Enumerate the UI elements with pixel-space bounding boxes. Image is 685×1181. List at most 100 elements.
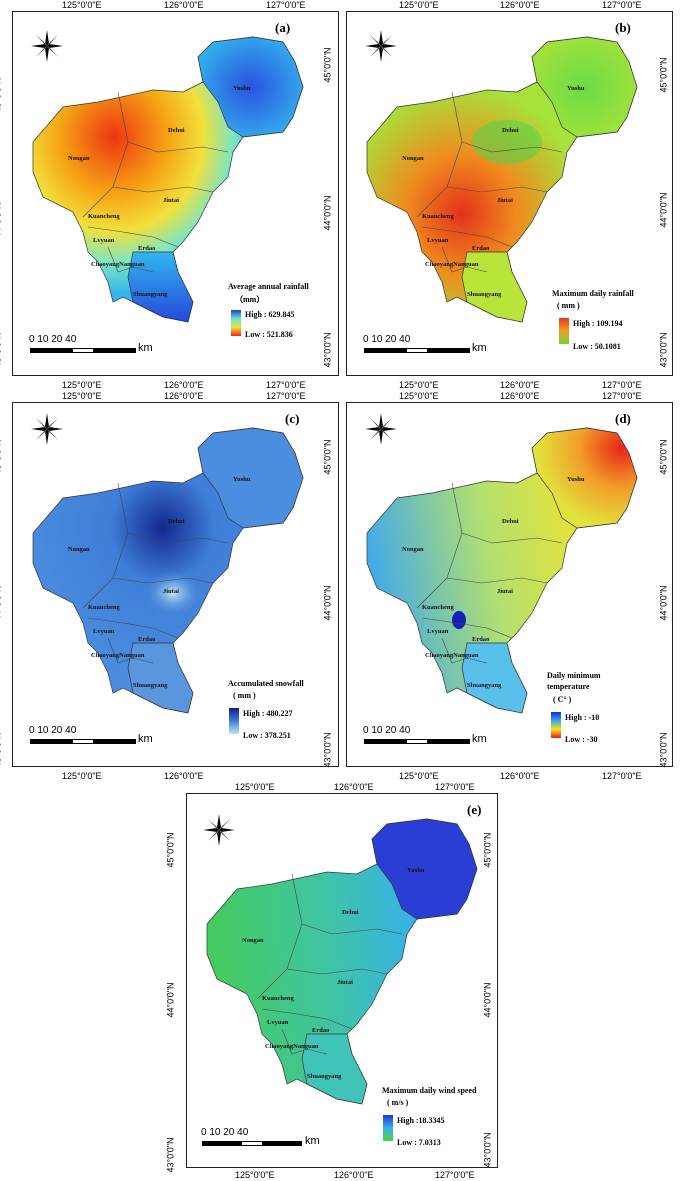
place-chaoyang-nanguan: ChaoyangNanguan [91, 261, 145, 268]
place-nongan: Nongan [242, 937, 264, 944]
legend-high: High : 109.194 [573, 319, 623, 328]
panel-label: (c) [285, 411, 300, 426]
lon-tick-d-top-126: 126°0'0"E [500, 391, 540, 401]
lat-tick-d-right-43: 43°0'0"N [658, 732, 669, 768]
legend-color-ramp [229, 708, 239, 734]
map-c: Nongan Dehui Yushu Jiutai Kuancheng Lvyu… [32, 427, 304, 714]
lon-tick-d-bottom-125: 125°0'0"E [399, 771, 439, 781]
lat-tick-d-right-45: 45°0'0"N [658, 439, 669, 475]
place-jiutai: Jiutai [337, 979, 353, 986]
legend-high: High : 629.845 [245, 310, 295, 319]
compass-rose-icon [365, 30, 397, 62]
lat-tick-e-right-43: 43°0'0"N [482, 1132, 493, 1168]
lat-tick-c-44: 44°0'0"N [0, 585, 3, 621]
place-lvyuan: Lvyuan [427, 628, 449, 635]
lon-tick-b-top-127: 127°0'0"E [602, 0, 642, 10]
legend-title: Accumulated snowfall [228, 679, 304, 688]
panel-label: (d) [615, 411, 631, 426]
place-dehui: Dehui [168, 518, 185, 525]
legend-color-ramp [559, 318, 569, 344]
lon-tick-a-bottom-125: 125°0'0"E [62, 380, 102, 390]
lon-tick-a-bottom-127: 127°0'0"E [266, 380, 306, 390]
legend-high: High :18.3345 [397, 1116, 445, 1125]
lat-tick-d-right-44: 44°0'0"N [658, 585, 669, 621]
lat-tick-e-43: 43°0'0"N [165, 1137, 176, 1173]
place-shuangyang: Shuangyang [467, 291, 502, 298]
scale-numbers: 0 10 20 40 [29, 725, 77, 736]
scale-numbers: 0 10 20 40 [363, 725, 411, 736]
map-e: Nongan Dehui Yushu Jiutai Kuancheng Lvyu… [206, 818, 478, 1105]
lat-tick-b-45: 45°0'0"N [322, 47, 333, 83]
place-erdao: Erdao [312, 1027, 329, 1034]
scale-bar [202, 1141, 302, 1146]
lon-tick-e-bottom-127: 127°0'0"E [435, 1170, 475, 1180]
scale-unit: km [305, 1135, 320, 1147]
place-kuancheng: Kuancheng [88, 604, 121, 611]
lon-tick-d-top-125: 125°0'0"E [399, 391, 439, 401]
lon-tick-a-top-127: 127°0'0"E [266, 0, 306, 10]
region-south [127, 251, 194, 323]
compass-rose-icon [203, 814, 235, 846]
place-kuancheng: Kuancheng [262, 995, 295, 1002]
place-dehui: Dehui [502, 127, 519, 134]
lon-tick-c-bottom-125: 125°0'0"E [62, 771, 102, 781]
place-yushu: Yushu [233, 476, 251, 483]
place-yushu: Yushu [407, 867, 425, 874]
scale-bar [364, 348, 470, 353]
scale-unit: km [138, 733, 153, 745]
place-dehui: Dehui [502, 518, 519, 525]
place-chaoyang-nanguan: ChaoyangNanguan [425, 261, 479, 268]
lon-tick-c-top-125: 125°0'0"E [62, 391, 102, 401]
map-panel-a: Nongan Dehui Yushu Jiutai Kuancheng Lvyu… [12, 11, 339, 376]
place-jiutai: Jiutai [497, 197, 513, 204]
lon-tick-e-top-125: 125°0'0"E [235, 782, 275, 792]
place-yushu: Yushu [233, 85, 251, 92]
legend-unit: ( C° ) [553, 695, 572, 704]
legend-unit: （mm） [235, 295, 265, 304]
place-shuangyang: Shuangyang [133, 291, 168, 298]
legend-unit: ( mm ) [557, 301, 580, 310]
scale-bar [30, 739, 136, 744]
panel-label: (b) [615, 20, 631, 35]
place-erdao: Erdao [138, 636, 155, 643]
lon-tick-a-top-126: 126°0'0"E [164, 0, 204, 10]
place-kuancheng: Kuancheng [422, 213, 455, 220]
lat-tick-a-45: 45°0'0"N [0, 77, 3, 113]
place-chaoyang-nanguan: ChaoyangNanguan [265, 1043, 319, 1050]
place-nongan: Nongan [402, 546, 424, 553]
lon-tick-b-top-125: 125°0'0"E [399, 0, 439, 10]
scale-numbers: 0 10 20 40 [201, 1127, 249, 1138]
lon-tick-e-bottom-126: 126°0'0"E [334, 1170, 374, 1180]
legend-title: Maximum daily wind speed [382, 1086, 477, 1095]
lat-tick-c-43: 43°0'0"N [0, 732, 3, 768]
legend-low: Low : 378.251 [243, 731, 291, 740]
lat-tick-b-right-43: 43°0'0"N [658, 332, 669, 368]
lon-tick-b-bottom-125: 125°0'0"E [399, 380, 439, 390]
lat-tick-d-43: 43°0'0"N [322, 732, 333, 768]
lon-tick-d-bottom-127: 127°0'0"E [602, 771, 642, 781]
place-nongan: Nongan [68, 546, 90, 553]
legend-unit: ( mm ) [233, 691, 256, 700]
scale-numbers: 0 10 20 40 [363, 334, 411, 345]
lat-tick-b-44: 44°0'0"N [322, 195, 333, 231]
legend-high: High : 480.227 [243, 709, 293, 718]
legend-low: Low : -30 [565, 735, 598, 744]
place-jiutai: Jiutai [497, 588, 513, 595]
lat-tick-b-right-45: 45°0'0"N [658, 57, 669, 93]
place-chaoyang-nanguan: ChaoyangNanguan [91, 652, 145, 659]
place-shuangyang: Shuangyang [307, 1073, 342, 1080]
legend-unit: ( m/s ) [387, 1098, 409, 1107]
compass-rose-icon [31, 30, 63, 62]
place-yushu: Yushu [567, 85, 585, 92]
place-lvyuan: Lvyuan [427, 237, 449, 244]
place-yushu: Yushu [567, 476, 585, 483]
lon-tick-c-top-127: 127°0'0"E [266, 391, 306, 401]
compass-rose-icon [31, 413, 63, 445]
place-chaoyang-nanguan: ChaoyangNanguan [425, 652, 479, 659]
lat-tick-d-45: 45°0'0"N [322, 439, 333, 475]
map-a: Nongan Dehui Yushu Jiutai Kuancheng Lvyu… [32, 36, 304, 323]
lon-tick-c-bottom-126: 126°0'0"E [164, 771, 204, 781]
lat-tick-c-45: 45°0'0"N [0, 439, 3, 475]
place-dehui: Dehui [168, 127, 185, 134]
legend-title: Average annual rainfall [228, 282, 309, 291]
